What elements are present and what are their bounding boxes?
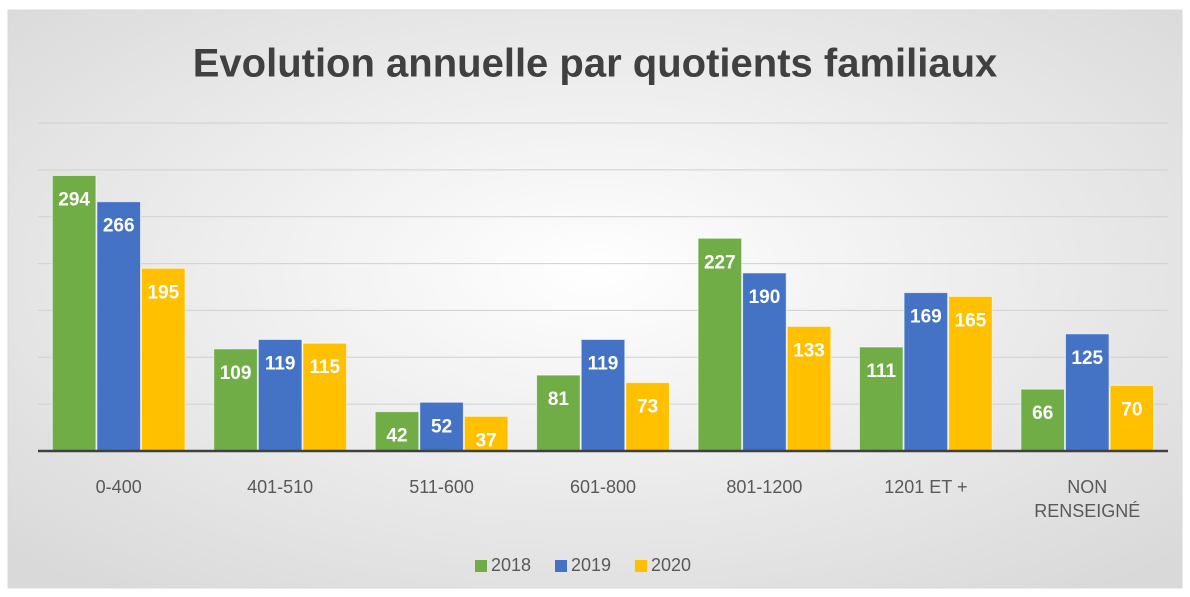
data-label: 119 xyxy=(588,353,619,374)
bar xyxy=(463,415,509,452)
data-label: 37 xyxy=(476,430,497,451)
bar xyxy=(374,411,420,452)
bar xyxy=(51,174,97,452)
data-label: 294 xyxy=(58,189,90,210)
data-label: 119 xyxy=(265,353,296,374)
bar xyxy=(858,346,904,452)
data-label: 266 xyxy=(103,216,135,237)
bar xyxy=(536,374,581,452)
bar xyxy=(1109,384,1155,452)
bar xyxy=(1064,333,1110,452)
data-label: 42 xyxy=(386,426,407,447)
data-label: 190 xyxy=(749,287,781,308)
legend-swatch xyxy=(475,560,487,572)
data-label: 125 xyxy=(1071,348,1103,369)
data-label: 169 xyxy=(910,307,942,328)
data-label: 73 xyxy=(637,397,658,418)
data-label: 165 xyxy=(955,310,987,331)
data-label: 195 xyxy=(147,282,179,303)
data-label: 52 xyxy=(431,416,452,437)
legend-swatch xyxy=(635,560,647,572)
bar xyxy=(213,348,258,452)
legend-label: 2020 xyxy=(651,555,691,575)
data-label: 227 xyxy=(704,252,736,273)
bar xyxy=(948,295,993,452)
legend-swatch xyxy=(555,560,567,572)
data-label: 111 xyxy=(866,361,896,382)
x-tick-label: NON RENSEIGNÉ xyxy=(1034,477,1141,521)
bar xyxy=(257,338,303,452)
x-tick-label: 511-600 xyxy=(409,477,474,497)
data-label: 115 xyxy=(309,357,340,378)
bar xyxy=(96,201,142,452)
bar xyxy=(903,292,949,452)
x-tick-label: 1201 ET + xyxy=(884,477,968,497)
bar xyxy=(1020,388,1065,452)
data-label: 133 xyxy=(793,340,825,361)
bar xyxy=(141,267,186,452)
x-tick-label: 601-800 xyxy=(569,477,637,497)
data-label: 66 xyxy=(1032,403,1053,424)
legend-label: 2019 xyxy=(571,555,611,575)
x-tick-label: 801-1200 xyxy=(726,477,803,497)
bar xyxy=(302,342,348,452)
legend-label: 2018 xyxy=(491,555,531,575)
bar xyxy=(419,401,464,452)
bar xyxy=(742,272,787,452)
bar xyxy=(697,237,743,452)
bar xyxy=(625,382,670,452)
data-label: 81 xyxy=(548,389,570,410)
x-tick-label: 401-510 xyxy=(247,477,314,497)
data-label: 109 xyxy=(220,363,252,384)
chart-title: Evolution annuelle par quotients familia… xyxy=(193,42,998,86)
data-label: 70 xyxy=(1121,399,1142,420)
x-tick-label: 0-400 xyxy=(95,477,142,497)
